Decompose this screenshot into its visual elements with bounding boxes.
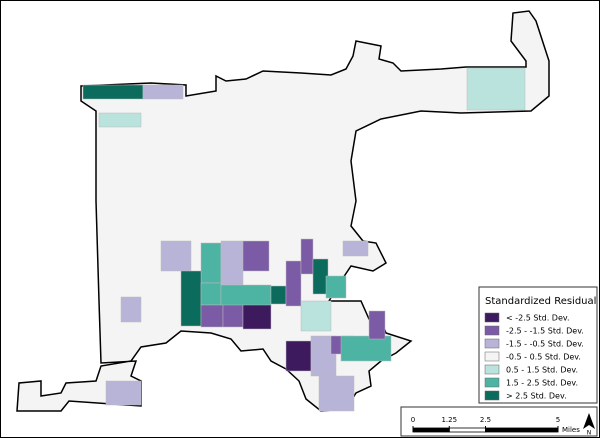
scale-label: 5 xyxy=(556,416,560,424)
legend-label: -0.5 - 0.5 Std. Dev. xyxy=(506,353,581,362)
residual-areas xyxy=(82,67,526,412)
scale-segment xyxy=(485,427,559,433)
legend-label: > 2.5 Std. Dev. xyxy=(506,392,567,401)
scale-label: 1.25 xyxy=(441,416,457,424)
legend-label: 0.5 - 1.5 Std. Dev. xyxy=(506,366,578,375)
legend-title: Standardized Residual xyxy=(485,296,596,307)
legend-label: -2.5 - -1.5 Std. Dev. xyxy=(506,327,584,336)
legend-label: -1.5 - -0.5 Std. Dev. xyxy=(506,340,584,349)
north-arrow xyxy=(583,413,595,429)
legend-label: 1.5 - 2.5 Std. Dev. xyxy=(506,379,578,388)
legend-swatch xyxy=(484,364,500,375)
north-label: N xyxy=(587,430,592,437)
legend-swatch xyxy=(484,338,500,349)
legend-swatch xyxy=(484,377,500,388)
legend-swatch xyxy=(484,312,500,323)
legend-label: < -2.5 Std. Dev. xyxy=(506,314,570,323)
scale-label: 0 xyxy=(411,416,415,424)
scale-unit: Miles xyxy=(562,426,580,434)
legend-swatch xyxy=(484,351,500,362)
scale-segment xyxy=(412,427,450,433)
legend-swatch xyxy=(484,390,500,401)
city-boundary xyxy=(16,10,550,412)
scale-segment xyxy=(448,427,486,433)
scale-label: 2.5 xyxy=(480,416,491,424)
legend-swatch xyxy=(484,325,500,336)
